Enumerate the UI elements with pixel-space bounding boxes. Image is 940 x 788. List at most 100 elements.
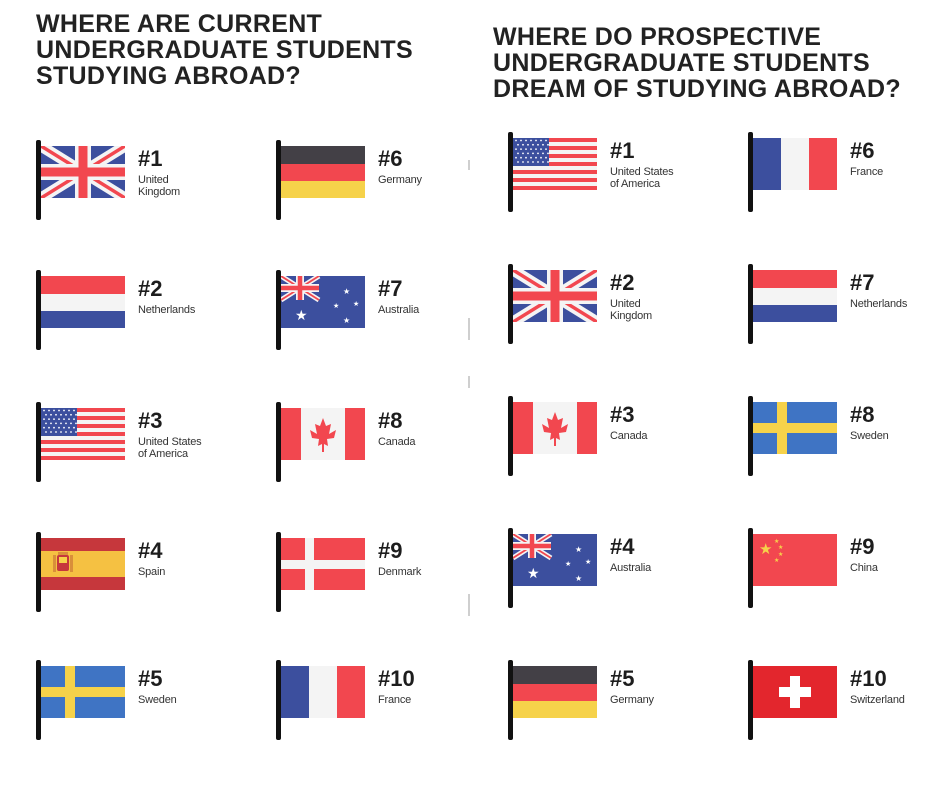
country-name: France <box>378 694 412 706</box>
ranking-item: #4 Spain <box>36 532 236 616</box>
rank-label: #9 <box>850 534 875 559</box>
rank-label: #2 <box>138 276 163 301</box>
flagpole <box>36 532 41 612</box>
netherlands-flag-icon <box>41 276 125 328</box>
country-name: Netherlands <box>850 298 908 310</box>
ranking-item: #3 Canada <box>508 396 708 480</box>
spain-flag-icon <box>41 538 125 590</box>
flagpole <box>508 660 513 740</box>
divider-tick <box>468 376 470 388</box>
switzerland-flag-icon <box>753 666 837 718</box>
ranking-item: #5 Germany <box>508 660 708 744</box>
flagpole <box>36 402 41 482</box>
rank-label: #8 <box>850 402 875 427</box>
sweden-flag-icon <box>753 402 837 454</box>
uk-flag-icon <box>41 146 125 198</box>
france-flag-icon <box>281 666 365 718</box>
france-flag-icon <box>753 138 837 190</box>
country-name: Sweden <box>850 430 889 442</box>
country-name: Spain <box>138 566 166 578</box>
country-name: Canada <box>378 436 416 448</box>
right-heading: WHERE DO PROSPECTIVE UNDERGRADUATE STUDE… <box>493 24 901 102</box>
ranking-item: #2 Netherlands <box>36 270 236 354</box>
flagpole <box>276 660 281 740</box>
rank-label: #4 <box>138 538 163 563</box>
country-name: Switzerland <box>850 694 905 706</box>
country-name: Germany <box>378 174 422 186</box>
country-name: Sweden <box>138 694 177 706</box>
flagpole <box>276 140 281 220</box>
svg-text:★: ★ <box>295 308 308 324</box>
right-heading-line: DREAM OF STUDYING ABROAD? <box>493 75 901 103</box>
svg-text:★: ★ <box>778 551 783 558</box>
rank-label: #3 <box>610 402 635 427</box>
country-name: United Kingdom <box>610 298 653 322</box>
country-name: Netherlands <box>138 304 196 316</box>
country-name: Germany <box>610 694 654 706</box>
left-heading-line: STUDYING ABROAD? <box>36 62 301 90</box>
left-heading-line: UNDERGRADUATE STUDENTS <box>36 36 413 64</box>
rank-label: #3 <box>138 408 163 433</box>
country-name: Australia <box>610 562 651 574</box>
left-heading-line: WHERE ARE CURRENT <box>36 10 323 38</box>
flagpole <box>276 270 281 350</box>
china-flag-icon: ★ ★ ★ ★ ★ <box>753 534 837 586</box>
canada-flag-icon <box>281 408 365 460</box>
ranking-item: ★ ★ ★ ★ ★ #4 Australia <box>508 528 708 612</box>
country-name: United States of America <box>610 166 674 190</box>
svg-text:★: ★ <box>585 558 591 566</box>
flagpole <box>748 264 753 344</box>
rank-label: #7 <box>850 270 875 295</box>
ranking-item: #5 Sweden <box>36 660 236 744</box>
country-name: France <box>850 166 884 178</box>
flagpole <box>748 660 753 740</box>
divider-tick <box>468 318 470 340</box>
rank-label: #6 <box>850 138 875 163</box>
ranking-item: #8 Sweden <box>748 396 940 480</box>
country-name: Australia <box>378 304 419 316</box>
svg-text:★: ★ <box>527 566 540 582</box>
germany-flag-icon <box>513 666 597 718</box>
ranking-item: #7 Netherlands <box>748 264 940 348</box>
ranking-item: ★ ★ ★ ★ ★ #7 Australia <box>276 270 476 354</box>
ranking-item: ★ ★ ★ ★ ★ #9 China <box>748 528 940 612</box>
flagpole <box>508 132 513 212</box>
svg-text:★: ★ <box>565 560 571 568</box>
flagpole <box>276 402 281 482</box>
sweden-flag-icon <box>41 666 125 718</box>
rank-label: #5 <box>610 666 635 691</box>
rank-label: #10 <box>850 666 887 691</box>
rank-label: #6 <box>378 146 403 171</box>
australia-flag-icon: ★ ★ ★ ★ ★ <box>513 534 597 586</box>
ranking-item: #10 France <box>276 660 476 744</box>
denmark-flag-icon <box>281 538 365 590</box>
country-name: United States of America <box>138 436 202 460</box>
right-heading-line: UNDERGRADUATE STUDENTS <box>493 49 870 77</box>
ranking-item: #1 United States of America <box>508 132 708 216</box>
rank-label: #1 <box>138 146 163 171</box>
svg-text:★: ★ <box>343 287 350 296</box>
flagpole <box>748 396 753 476</box>
flagpole <box>508 528 513 608</box>
svg-text:★: ★ <box>778 544 783 551</box>
country-name: United Kingdom <box>138 174 181 198</box>
uk-flag-icon <box>513 270 597 322</box>
flagpole <box>36 660 41 740</box>
ranking-item: #10 Switzerland <box>748 660 940 744</box>
usa-flag-icon <box>41 408 125 460</box>
flagpole <box>508 264 513 344</box>
flagpole <box>748 132 753 212</box>
flagpole <box>748 528 753 608</box>
divider-tick <box>468 594 470 616</box>
ranking-item: #3 United States of America <box>36 402 236 486</box>
divider-tick <box>468 160 470 170</box>
netherlands-flag-icon <box>753 270 837 322</box>
svg-text:★: ★ <box>774 538 779 545</box>
flagpole <box>36 140 41 220</box>
canada-flag-icon <box>513 402 597 454</box>
rank-label: #2 <box>610 270 635 295</box>
svg-text:★: ★ <box>575 574 582 583</box>
ranking-item: #1 United Kingdom <box>36 140 236 224</box>
